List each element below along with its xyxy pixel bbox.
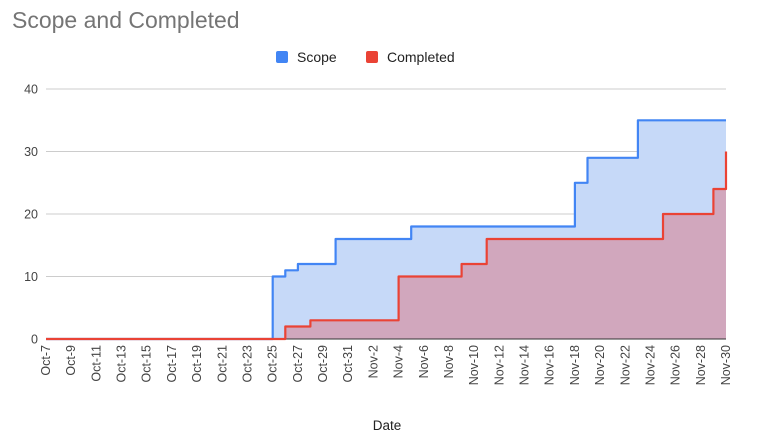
x-tick-label-nov-4: Nov-4 bbox=[392, 345, 406, 378]
x-tick-label-oct-31: Oct-31 bbox=[341, 345, 355, 383]
area-completed bbox=[46, 151, 726, 339]
legend-swatch-completed bbox=[366, 51, 378, 63]
y-tick-label-40: 40 bbox=[24, 83, 38, 97]
x-axis-title: Date bbox=[373, 418, 402, 433]
x-tick-label-oct-15: Oct-15 bbox=[140, 345, 154, 383]
x-tick-label-oct-29: Oct-29 bbox=[316, 345, 330, 383]
x-tick-label-oct-27: Oct-27 bbox=[291, 345, 305, 383]
x-tick-label-oct-13: Oct-13 bbox=[115, 345, 129, 383]
x-tick-label-nov-22: Nov-22 bbox=[618, 345, 632, 385]
x-tick-label-nov-30: Nov-30 bbox=[719, 345, 733, 385]
x-tick-label-oct-17: Oct-17 bbox=[165, 345, 179, 383]
x-tick-label-oct-21: Oct-21 bbox=[215, 345, 229, 383]
legend: Scope Completed bbox=[0, 49, 758, 69]
x-tick-label-oct-23: Oct-23 bbox=[240, 345, 254, 383]
x-tick-label-nov-12: Nov-12 bbox=[492, 345, 506, 385]
legend-item-completed[interactable]: Completed bbox=[366, 49, 455, 65]
x-tick-label-oct-19: Oct-19 bbox=[190, 345, 204, 383]
x-tick-label-nov-20: Nov-20 bbox=[593, 345, 607, 385]
x-tick-label-nov-2: Nov-2 bbox=[366, 345, 380, 378]
y-tick-label-30: 30 bbox=[24, 145, 38, 159]
x-tick-label-nov-10: Nov-10 bbox=[467, 345, 481, 385]
legend-label-scope: Scope bbox=[297, 49, 337, 65]
x-tick-label-oct-25: Oct-25 bbox=[266, 345, 280, 383]
x-tick-label-oct-11: Oct-11 bbox=[89, 345, 103, 382]
x-tick-label-nov-8: Nov-8 bbox=[442, 345, 456, 378]
x-tick-label-nov-18: Nov-18 bbox=[568, 345, 582, 385]
y-tick-label-10: 10 bbox=[24, 270, 38, 284]
y-tick-label-0: 0 bbox=[31, 333, 38, 347]
x-tick-label-oct-7: Oct-7 bbox=[39, 345, 53, 376]
legend-item-scope[interactable]: Scope bbox=[276, 49, 337, 65]
x-tick-label-nov-6: Nov-6 bbox=[417, 345, 431, 378]
x-tick-label-nov-24: Nov-24 bbox=[643, 345, 657, 385]
chart-title: Scope and Completed bbox=[12, 7, 240, 33]
line-completed bbox=[46, 151, 728, 341]
x-tick-label-oct-9: Oct-9 bbox=[64, 345, 78, 376]
legend-label-completed: Completed bbox=[387, 49, 455, 65]
x-tick-label-nov-16: Nov-16 bbox=[543, 345, 557, 385]
y-tick-label-20: 20 bbox=[24, 208, 38, 222]
x-tick-label-nov-26: Nov-26 bbox=[669, 345, 683, 385]
x-tick-label-nov-28: Nov-28 bbox=[694, 345, 708, 385]
line-scope bbox=[46, 119, 726, 341]
legend-swatch-scope bbox=[276, 51, 288, 63]
x-tick-label-nov-14: Nov-14 bbox=[518, 345, 532, 385]
